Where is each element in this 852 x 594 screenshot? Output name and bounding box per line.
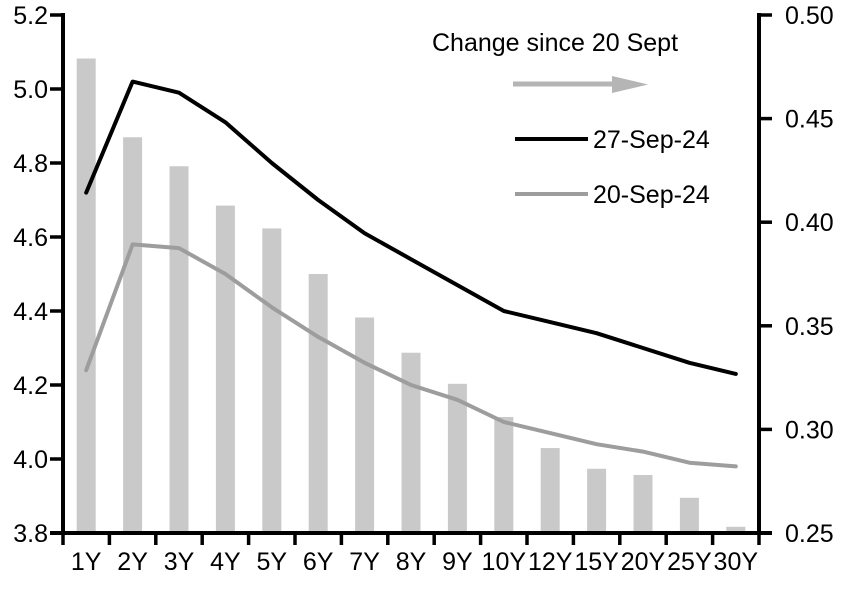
right-axis-label: 0.50 <box>785 2 834 30</box>
bar-8Y <box>401 352 421 533</box>
left-axis-label: 4.6 <box>13 224 48 252</box>
x-axis-label: 1Y <box>71 548 102 576</box>
right-axis-label: 0.30 <box>785 416 834 444</box>
lines-group <box>84 79 738 469</box>
x-axis-label: 3Y <box>164 548 195 576</box>
x-axis-label: 10Y <box>482 548 527 576</box>
line-20-Sep-24 <box>84 242 738 469</box>
left-axis-label: 5.2 <box>13 2 48 30</box>
bar-25Y <box>679 497 699 533</box>
right-axis-label: 0.45 <box>785 106 834 134</box>
right-axis-label: 0.25 <box>785 520 834 548</box>
x-axis-label: 25Y <box>667 548 712 576</box>
axis-labels-group: 3.8 4.0 4.2 4.4 4.6 4.8 5.0 5.2 0.25 0.30 0.35 0.40… <box>13 2 833 576</box>
legend-27sep-label: 27-Sep-24 <box>593 126 710 154</box>
left-axis-label: 3.8 <box>13 520 48 548</box>
x-axis-label: 20Y <box>621 548 666 576</box>
bar-5Y <box>262 228 282 533</box>
bar-3Y <box>169 166 189 534</box>
x-axis-label: 2Y <box>117 548 148 576</box>
x-axis-label: 30Y <box>714 548 759 576</box>
x-axis-label: 5Y <box>257 548 288 576</box>
bar-9Y <box>447 383 467 533</box>
bar-1Y <box>76 58 96 534</box>
change-bars-group <box>76 58 746 534</box>
right-axis-label: 0.40 <box>785 209 834 237</box>
left-axis-label: 4.4 <box>13 298 48 326</box>
x-axis-label: 4Y <box>210 548 241 576</box>
legend: Change since 20 Sept 27-Sep-24 20-Sep-24 <box>432 29 710 209</box>
bar-30Y <box>726 526 746 533</box>
left-axis-label: 4.0 <box>13 446 48 474</box>
left-axis-label: 5.0 <box>13 76 48 104</box>
legend-change-label: Change since 20 Sept <box>432 29 678 57</box>
left-axis-label: 4.8 <box>13 150 48 178</box>
bar-15Y <box>587 468 607 533</box>
x-axis-label: 8Y <box>396 548 427 576</box>
legend-20sep-label: 20-Sep-24 <box>593 181 710 209</box>
bar-20Y <box>633 474 653 533</box>
x-axis-label: 15Y <box>574 548 619 576</box>
bar-4Y <box>215 205 235 533</box>
bar-12Y <box>540 448 560 533</box>
x-axis-label: 9Y <box>442 548 473 576</box>
x-axis-label: 7Y <box>349 548 380 576</box>
bar-7Y <box>355 317 375 533</box>
line-27-Sep-24 <box>84 79 738 376</box>
bar-6Y <box>308 274 328 533</box>
left-axis-label: 4.2 <box>13 372 48 400</box>
bar-2Y <box>123 137 143 534</box>
right-axis-label: 0.35 <box>785 313 834 341</box>
bar-10Y <box>494 416 514 533</box>
x-axis-label: 6Y <box>303 548 334 576</box>
x-axis-label: 12Y <box>528 548 573 576</box>
axes-group <box>50 13 772 545</box>
change-arrow-icon <box>513 76 648 93</box>
